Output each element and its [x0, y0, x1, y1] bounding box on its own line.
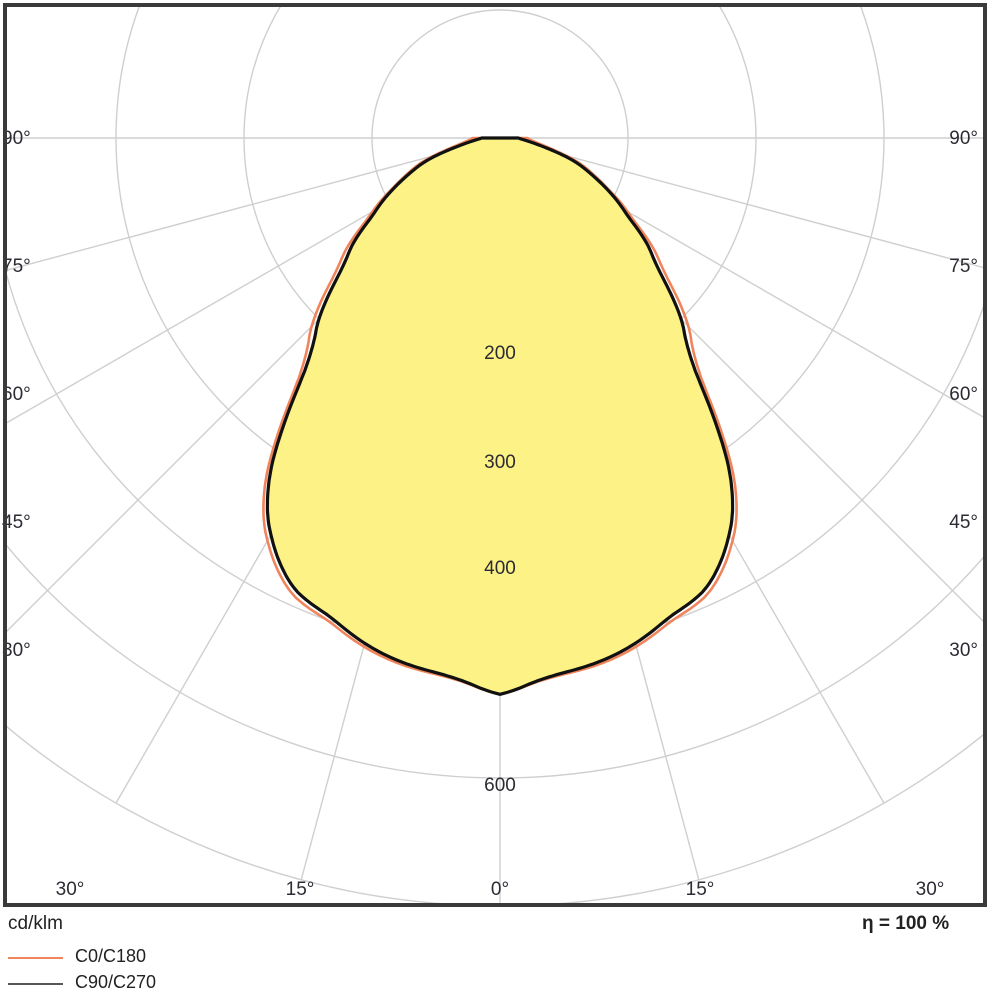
svg-text:400: 400: [484, 558, 516, 579]
svg-text:0°: 0°: [491, 879, 509, 900]
svg-text:15°: 15°: [286, 879, 315, 900]
svg-text:30°: 30°: [916, 879, 945, 900]
svg-text:30°: 30°: [56, 879, 85, 900]
svg-text:30°: 30°: [949, 640, 978, 661]
svg-text:45°: 45°: [949, 512, 978, 533]
svg-text:75°: 75°: [949, 256, 978, 277]
svg-text:600: 600: [484, 775, 516, 796]
svg-text:15°: 15°: [686, 879, 715, 900]
svg-text:300: 300: [484, 452, 516, 473]
svg-text:200: 200: [484, 343, 516, 364]
svg-text:60°: 60°: [949, 384, 978, 405]
svg-text:90°: 90°: [949, 128, 978, 149]
